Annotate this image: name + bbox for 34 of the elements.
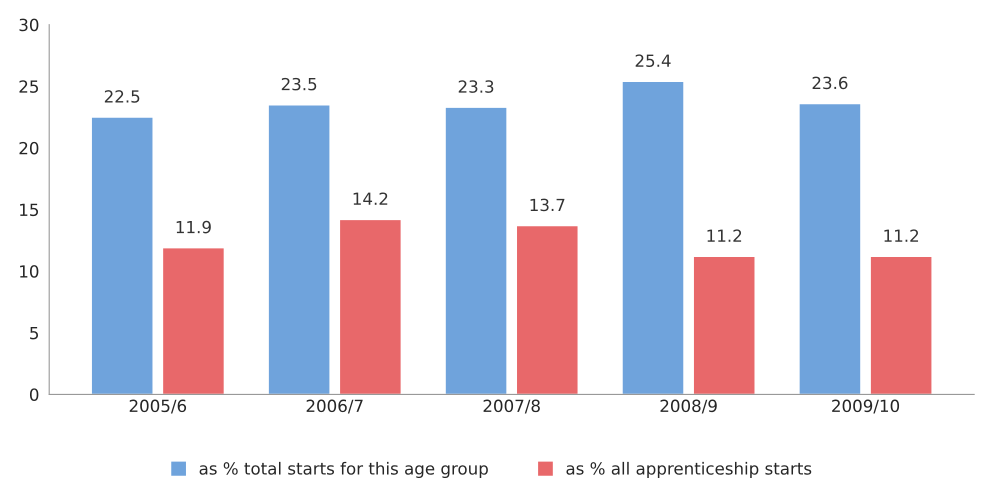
y-tick-label: 15: [20, 204, 38, 216]
legend-label: as % total starts for this age group: [200, 462, 488, 478]
legend-label: as % all apprenticeship starts: [566, 462, 812, 478]
bar: [444, 106, 508, 394]
bar: [692, 256, 756, 394]
data-label: 11.2: [707, 229, 742, 242]
x-tick-label: 2006/7: [306, 400, 363, 414]
y-tick-label: 25: [19, 80, 38, 93]
data-label: 23.5: [282, 78, 316, 90]
bar: [338, 218, 402, 394]
data-label: 22.5: [104, 90, 140, 103]
y-tick-label: 5: [30, 326, 38, 340]
bar: [621, 80, 685, 394]
bar: [90, 116, 154, 394]
bar: [162, 247, 226, 394]
data-label: 23.6: [812, 76, 848, 90]
x-tick-label: 2008/9: [660, 400, 717, 414]
x-tick-label: 2005/6: [130, 400, 186, 414]
x-tick-label: 2009/10: [832, 400, 900, 414]
y-tick-label: 30: [20, 18, 38, 32]
bar: [516, 224, 579, 394]
data-label: 14.2: [354, 192, 388, 205]
data-label: 25.4: [636, 54, 671, 68]
data-label: 13.7: [530, 198, 564, 212]
y-tick-label: 10: [20, 265, 38, 278]
y-tick-label: 20: [19, 142, 38, 154]
bar: [798, 102, 862, 394]
data-label: 11.9: [176, 220, 211, 234]
bar: [869, 256, 933, 394]
y-tick-label: 0: [30, 388, 38, 401]
bar: [267, 104, 331, 394]
data-label: 11.2: [884, 229, 918, 242]
x-tick-label: 2007/8: [484, 400, 540, 414]
data-label: 23.3: [458, 80, 494, 93]
